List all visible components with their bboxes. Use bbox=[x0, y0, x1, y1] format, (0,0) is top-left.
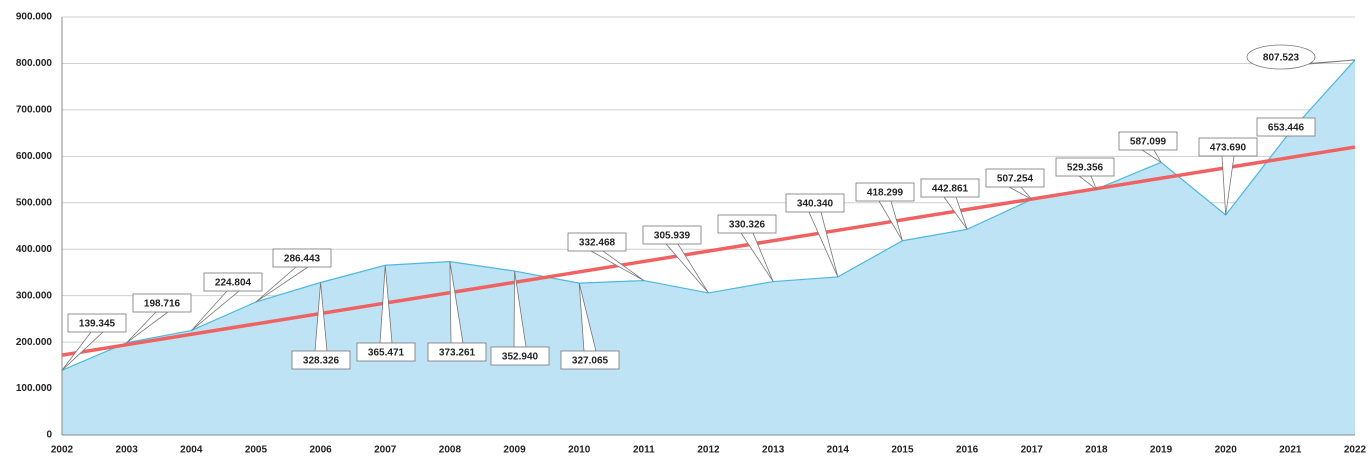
callout-pointer bbox=[1077, 175, 1098, 191]
x-tick-label: 2020 bbox=[1215, 445, 1238, 456]
x-tick-label: 2005 bbox=[245, 445, 268, 456]
x-tick-label: 2004 bbox=[180, 445, 203, 456]
callout-box bbox=[67, 313, 127, 333]
callout-box bbox=[1055, 157, 1115, 177]
data-label: 352.940 bbox=[502, 352, 539, 363]
y-tick-label: 500.000 bbox=[16, 197, 53, 208]
y-tick-label: 0 bbox=[46, 430, 52, 441]
callout-box bbox=[1118, 131, 1178, 151]
callout-box bbox=[567, 232, 627, 252]
data-label: 418.299 bbox=[867, 188, 904, 199]
callout-box bbox=[642, 225, 702, 245]
callout-box bbox=[427, 342, 487, 362]
data-label: 442.861 bbox=[932, 184, 969, 195]
x-tick-label: 2017 bbox=[1021, 445, 1044, 456]
callout-box bbox=[272, 248, 332, 268]
callout-pointer bbox=[808, 211, 839, 278]
x-tick-label: 2009 bbox=[503, 445, 526, 456]
x-tick-label: 2021 bbox=[1279, 445, 1302, 456]
x-tick-label: 2002 bbox=[51, 445, 74, 456]
data-label: 807.523 bbox=[1263, 53, 1300, 64]
x-tick-label: 2006 bbox=[309, 445, 332, 456]
callout-box bbox=[1246, 44, 1316, 70]
callout-box bbox=[785, 193, 845, 213]
data-label: 224.804 bbox=[215, 278, 252, 289]
x-tick-label: 2022 bbox=[1344, 445, 1367, 456]
callout-box bbox=[1198, 137, 1258, 157]
x-tick-label: 2008 bbox=[439, 445, 462, 456]
y-tick-label: 700.000 bbox=[16, 105, 53, 116]
x-tick-label: 2019 bbox=[1150, 445, 1173, 456]
callout-pointer bbox=[1008, 186, 1033, 200]
callout-box bbox=[560, 350, 620, 370]
y-tick-label: 300.000 bbox=[16, 290, 53, 301]
callout-box bbox=[920, 178, 980, 198]
x-tick-label: 2011 bbox=[633, 445, 655, 456]
trend-line bbox=[61, 145, 1356, 357]
x-tick-label: 2013 bbox=[762, 445, 785, 456]
data-label: 305.939 bbox=[654, 231, 691, 242]
y-tick-label: 600.000 bbox=[16, 151, 53, 162]
area bbox=[62, 59, 1355, 435]
y-tick-label: 200.000 bbox=[16, 337, 53, 348]
data-label: 198.716 bbox=[144, 299, 181, 310]
callout-box bbox=[356, 342, 416, 362]
x-tick-label: 2003 bbox=[116, 445, 139, 456]
callout-box bbox=[855, 182, 915, 202]
y-tick-label: 800.000 bbox=[16, 58, 53, 69]
y-tick-label: 900.000 bbox=[16, 12, 53, 23]
y-tick-label: 400.000 bbox=[16, 244, 53, 255]
x-tick-label: 2014 bbox=[827, 445, 850, 456]
data-label: 653.446 bbox=[1268, 123, 1305, 134]
callout-box bbox=[132, 293, 192, 313]
x-tick-label: 2012 bbox=[697, 445, 720, 456]
callout-box bbox=[717, 214, 777, 234]
data-label: 286.443 bbox=[284, 254, 321, 265]
callout-box bbox=[203, 272, 263, 292]
data-label: 365.471 bbox=[368, 348, 405, 359]
data-label: 373.261 bbox=[439, 348, 476, 359]
callout-pointer bbox=[589, 250, 645, 281]
data-label: 327.065 bbox=[572, 356, 609, 367]
x-tick-label: 2007 bbox=[374, 445, 397, 456]
x-tick-label: 2016 bbox=[956, 445, 979, 456]
callout-box bbox=[985, 168, 1045, 188]
data-label: 529.356 bbox=[1067, 163, 1104, 174]
callout-box bbox=[291, 350, 351, 370]
data-label: 328.326 bbox=[303, 356, 340, 367]
x-tick-label: 2018 bbox=[1085, 445, 1108, 456]
x-tick-label: 2010 bbox=[568, 445, 591, 456]
callout-box bbox=[1256, 117, 1316, 137]
data-label: 507.254 bbox=[997, 174, 1034, 185]
y-tick-label: 100.000 bbox=[16, 383, 53, 394]
x-tick-label: 2015 bbox=[891, 445, 914, 456]
callout-box bbox=[490, 346, 550, 366]
data-label: 587.099 bbox=[1130, 137, 1167, 148]
data-label: 473.690 bbox=[1210, 143, 1247, 154]
data-label: 330.326 bbox=[729, 220, 766, 231]
data-label: 332.468 bbox=[579, 238, 616, 249]
data-label: 340.340 bbox=[797, 199, 834, 210]
data-label: 139.345 bbox=[79, 319, 116, 330]
